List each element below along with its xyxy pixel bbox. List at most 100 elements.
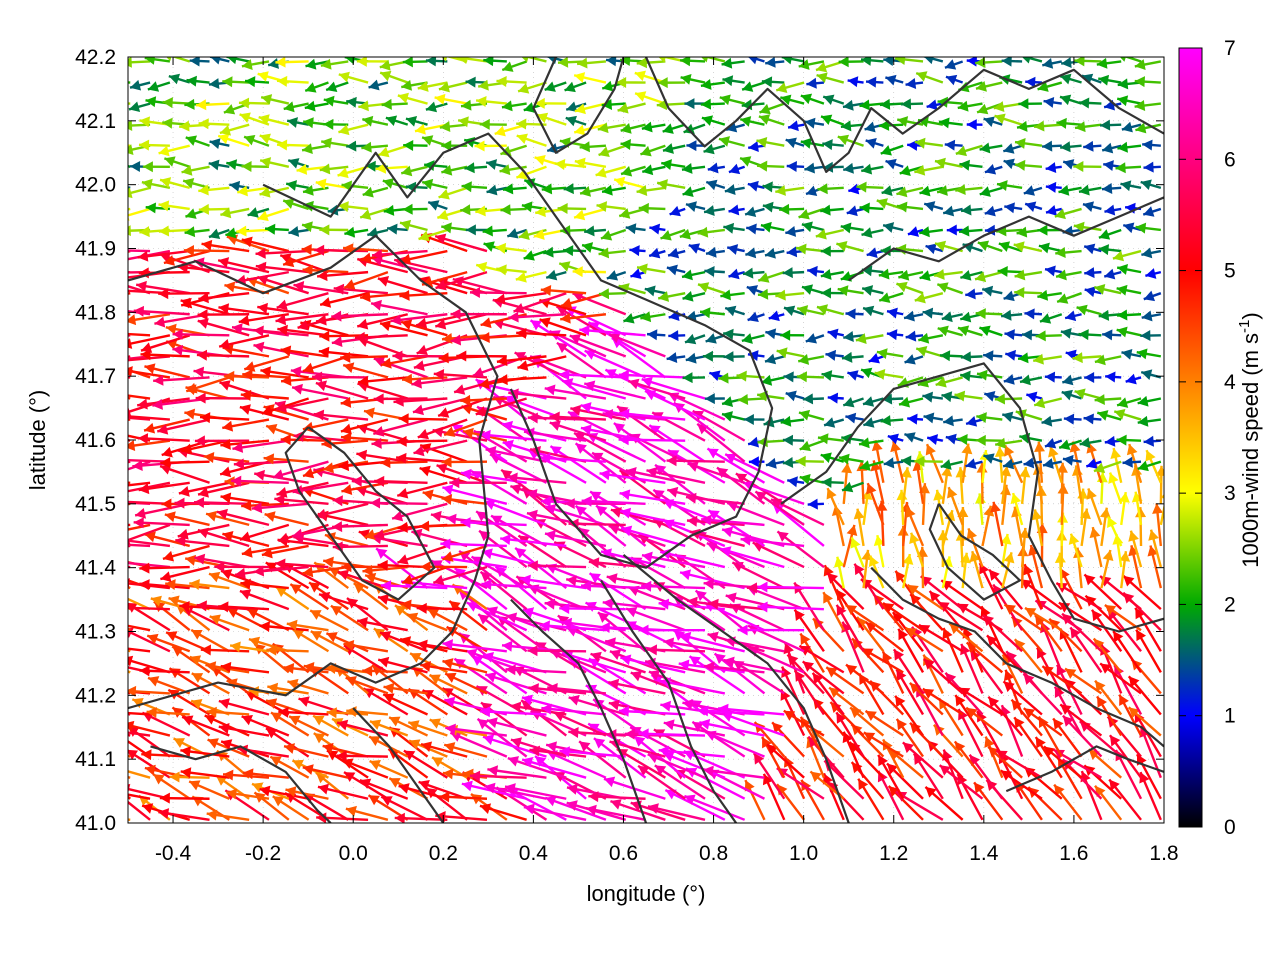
wind-vector (765, 457, 785, 469)
wind-vector-head (684, 794, 696, 805)
wind-vector-head (330, 605, 343, 616)
wind-vector-head (319, 330, 330, 342)
wind-vector-head (608, 699, 620, 711)
wind-vector-head (333, 283, 345, 295)
wind-vector (688, 243, 706, 254)
wind-vector-head (220, 492, 232, 504)
wind-vector (845, 663, 885, 695)
wind-vector-head (159, 792, 170, 804)
wind-vector (737, 624, 805, 636)
wind-vector-head (907, 413, 918, 425)
wind-vector-head (820, 269, 832, 280)
wind-vector-head (501, 640, 513, 652)
wind-vector-head (276, 299, 288, 311)
wind-vector-head (101, 707, 111, 718)
wind-vector-head (264, 511, 276, 522)
wind-vector-head (147, 633, 159, 645)
wind-vector-head (984, 205, 996, 217)
wind-vector-shaft (679, 633, 745, 653)
wind-vector (702, 350, 725, 362)
wind-vector-head (1104, 268, 1116, 280)
wind-vector-head (275, 586, 288, 598)
wind-vector-head (239, 531, 251, 543)
wind-vector-head (685, 352, 697, 364)
wind-vector (703, 661, 765, 674)
wind-vector (840, 222, 864, 234)
wind-vector-head (858, 778, 869, 791)
wind-vector-head (895, 695, 906, 708)
wind-vector-head (907, 226, 920, 237)
wind-vector-shaft (128, 795, 131, 800)
wind-vector (795, 243, 825, 255)
wind-vector (780, 329, 805, 341)
wind-vector-head (863, 305, 875, 317)
wind-vector (811, 672, 845, 716)
wind-vector-head (359, 778, 372, 789)
wind-vector-head (220, 466, 232, 478)
wind-vector-shaft (647, 753, 706, 779)
wind-vector-head (481, 579, 492, 591)
wind-vector-shaft (625, 607, 686, 632)
wind-vector (954, 390, 983, 402)
wind-vector (863, 731, 904, 758)
wind-vector (984, 205, 1003, 217)
wind-vector-shaft (618, 709, 686, 716)
wind-vector-head (218, 601, 229, 613)
wind-vector-shaft (128, 733, 131, 737)
wind-vector-head (745, 247, 757, 259)
wind-vector (683, 794, 746, 821)
wind-vector-head (994, 446, 1006, 457)
wind-vector (101, 707, 151, 718)
wind-vector-head (638, 624, 649, 636)
wind-vector (820, 269, 844, 280)
wind-vector (1058, 184, 1082, 196)
wind-vector-head (1005, 349, 1016, 361)
wind-vector-head (666, 455, 677, 467)
wind-vector-head (1001, 309, 1012, 321)
wind-vector-head (1141, 247, 1153, 259)
wind-vector-head (893, 649, 905, 661)
wind-vector-head (376, 548, 388, 559)
wind-vector (1084, 371, 1102, 383)
wind-vector-head (1019, 467, 1031, 478)
wind-vector-head (1116, 284, 1128, 296)
wind-vector-head (845, 308, 856, 320)
wind-vector (445, 723, 507, 737)
wind-vector-head (184, 408, 196, 420)
wind-vector-head (82, 476, 92, 487)
wind-vector-shaft (128, 731, 151, 737)
wind-vector (760, 221, 785, 233)
wind-vector-head (1025, 607, 1037, 618)
wind-vector (128, 739, 151, 758)
wind-vector-head (1091, 609, 1103, 622)
wind-vector (826, 572, 865, 611)
wind-vector-head (630, 268, 642, 279)
wind-vector (128, 685, 170, 697)
wind-vector-head (983, 350, 994, 362)
wind-vector-head (723, 351, 734, 363)
wind-vector-head (764, 247, 776, 259)
wind-vector-shaft (713, 652, 766, 695)
wind-vector-shaft (757, 585, 824, 590)
wind-vector-shaft (721, 712, 785, 737)
wind-vector-shaft (486, 719, 547, 737)
wind-vector (139, 665, 190, 677)
wind-vector (757, 601, 824, 613)
wind-vector-head (682, 372, 693, 384)
wind-vector (505, 664, 567, 676)
wind-vector-head (646, 644, 658, 656)
wind-vector-head (1119, 694, 1129, 707)
wind-vector (416, 639, 468, 653)
wind-vector (638, 728, 706, 740)
wind-vector (933, 269, 963, 280)
wind-vector-head (718, 372, 729, 384)
wind-vector-head (854, 563, 865, 576)
wind-vector-shaft (638, 732, 706, 737)
wind-vector-head (1053, 718, 1064, 730)
wind-vector (1104, 204, 1122, 216)
wind-vector-head (584, 225, 595, 237)
wind-vector (266, 644, 309, 656)
wind-vector-head (914, 292, 926, 304)
wind-vector (287, 678, 329, 695)
wind-vector (946, 224, 963, 236)
